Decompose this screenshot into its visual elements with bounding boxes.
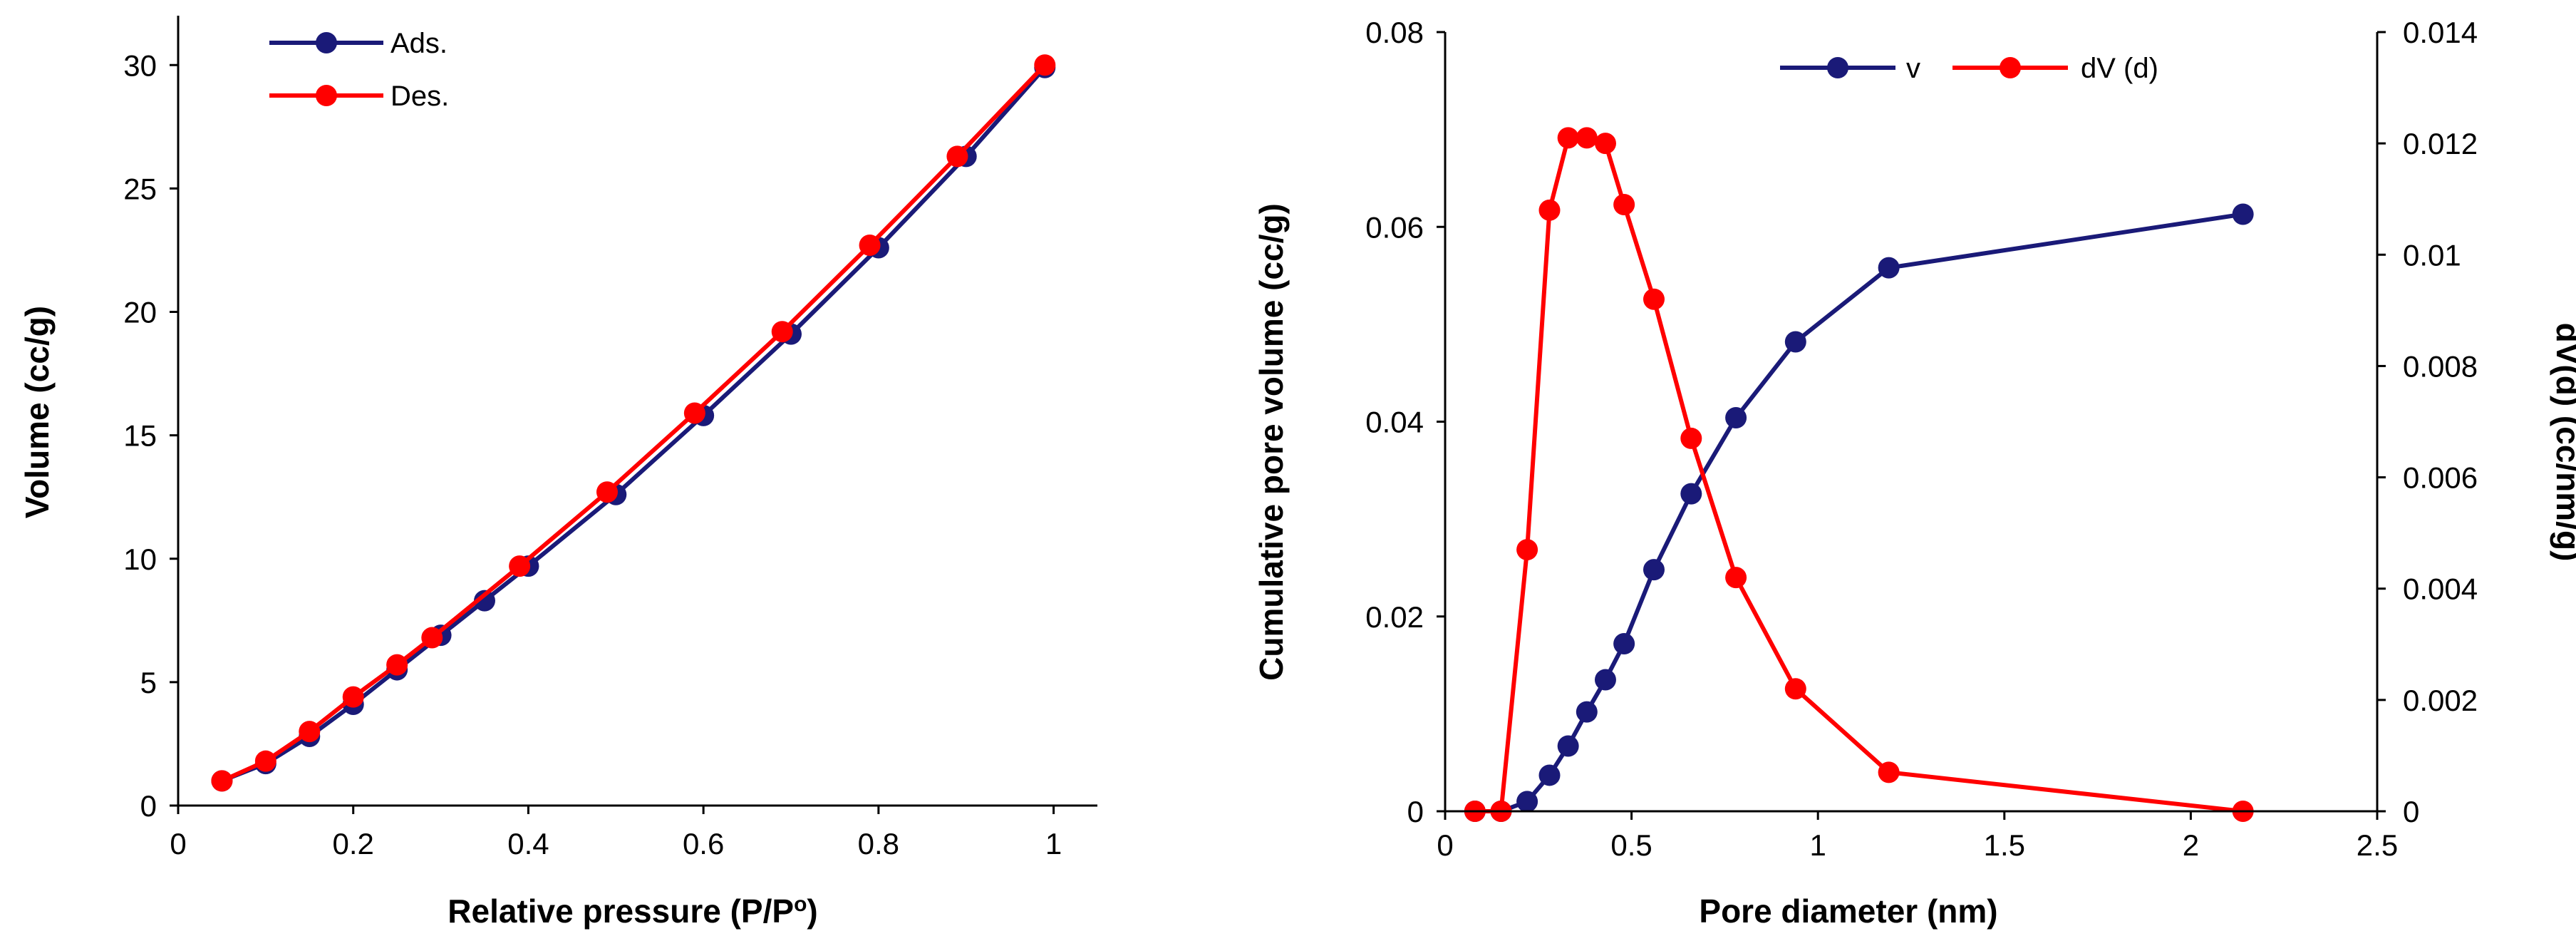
isotherm-x-tick-label: 1 [1045,827,1062,860]
pore-y2-tick-label: 0.012 [2403,127,2478,160]
pore-point-dv [1594,133,1616,155]
isotherm-y-tick-label: 30 [123,48,157,82]
pore-legend: v dV (d) [1780,53,2158,84]
isotherm-x-tick-label: 0.6 [683,827,724,860]
pore-y2-tick-label: 0.01 [2403,238,2461,272]
pore-x-tick-label: 0.5 [1610,828,1652,862]
pore-y2-tick-label: 0.006 [2403,461,2478,495]
isotherm-x-axis-label-main: Relative pressure (P/P [448,893,794,930]
pore-point-dv [1784,678,1806,700]
legend-v-label: v [1906,53,1920,84]
isotherm-point-des [299,721,321,743]
pore-point-v [1613,633,1635,655]
pore-point-v [1538,764,1561,786]
pore-x-tick-label: 2.5 [2357,828,2398,862]
isotherm-point-des [596,481,618,503]
pore-point-v [1680,483,1702,505]
isotherm-point-des [683,402,705,424]
pore-y-tick-label: 0.06 [1365,210,1424,244]
pore-y-tick-label: 0.02 [1365,600,1424,634]
pore-y2-tick-label: 0.002 [2403,684,2478,717]
pore-x-tick-label: 1 [1810,828,1826,862]
pore-point-v [1784,331,1806,353]
isotherm-point-des [386,654,408,676]
pore-y2-tick-label: 0.004 [2403,572,2478,606]
isotherm-y-tick-label: 5 [140,666,157,699]
legend-ads-label: Ads. [390,28,448,59]
pore-y2-tick-label: 0.008 [2403,349,2478,383]
isotherm-point-des [254,750,276,772]
pore-point-dv [1557,127,1579,149]
isotherm-point-des [421,627,443,649]
pore-y-axis-label: Cumulative pore volume (cc/g) [1253,203,1290,681]
isotherm-x-axis-label-sup: o [794,893,807,916]
pore-point-v [2232,203,2254,225]
isotherm-x-tick-label: 0.2 [333,827,374,860]
isotherm-x-axis-label: Relative pressure (P/Po) [448,893,817,930]
pore-point-v [1878,257,1900,279]
legend-des-marker [316,85,337,106]
isotherm-y-tick-label: 25 [123,172,157,205]
isotherm-series-line-ads [221,66,1047,783]
isotherm-chart: 0 5 10 15 20 25 30 0 0.2 0.4 0.6 0.8 1 Volume (cc/g)… [19,16,1097,930]
pore-size-chart: 0 0.02 0.04 0.06 0.08 0 0.002 0.004 0.006 0.008 0.… [1253,16,2576,930]
legend-dv-marker [2000,57,2021,78]
pore-y2-tick-label: 0.014 [2403,16,2478,49]
pore-point-dv [1613,194,1635,216]
isotherm-point-des [211,770,233,792]
pore-x-tick-label: 1.5 [1984,828,2025,862]
isotherm-y-tick-label: 15 [123,419,157,453]
isotherm-y-axis-label: Volume (cc/g) [19,306,56,518]
pore-point-dv [1576,127,1598,149]
pore-point-v [1576,701,1598,723]
pore-point-v [1557,735,1579,757]
isotherm-y-tick-label: 20 [123,296,157,329]
pore-y-tick-label: 0.08 [1365,16,1424,49]
legend-ads-marker [316,32,337,53]
pore-point-v [1725,407,1747,429]
isotherm-point-des [771,321,793,343]
pore-x-tick-label: 2 [2183,828,2199,862]
isotherm-x-axis-label-suffix: ) [807,893,817,930]
isotherm-point-des [342,686,364,708]
isotherm-point-des [509,555,531,577]
isotherm-point-des [946,145,968,168]
pore-point-dv [1878,761,1900,783]
pore-point-dv [1643,288,1665,310]
isotherm-y-tick-label: 0 [140,789,157,823]
pore-x-axis-label: Pore diameter (nm) [1699,893,1997,930]
isotherm-point-ads [474,590,495,612]
isotherm-x-tick-label: 0.4 [507,827,549,860]
pore-point-v [1643,559,1665,581]
isotherm-y-tick-label: 10 [123,543,157,576]
pore-y-tick-label: 0 [1407,795,1424,828]
pore-point-dv [1680,427,1702,449]
isotherm-legend: Ads. Des. [269,28,449,112]
pore-point-dv [1538,199,1561,221]
pore-point-dv [1516,539,1538,561]
isotherm-point-des [859,235,881,257]
isotherm-point-des [1034,54,1056,76]
pore-y2-tick-label: 0 [2403,795,2419,828]
pore-y2-axis-label: dV(d) (cc/nm/g) [2550,323,2576,562]
pore-x-tick-label: 0 [1437,828,1453,862]
isotherm-x-tick-label: 0 [170,827,186,860]
isotherm-x-tick-label: 0.8 [858,827,899,860]
pore-series-line-dv [1474,135,2243,813]
isotherm-series-line-des [221,63,1047,783]
legend-dv-label: dV (d) [2081,53,2158,84]
pore-point-dv [1725,567,1747,589]
legend-des-label: Des. [390,81,449,112]
legend-v-marker [1827,57,1848,78]
pore-point-v [1516,791,1538,813]
pore-point-v [1594,669,1616,691]
pore-y-tick-label: 0.04 [1365,406,1424,439]
